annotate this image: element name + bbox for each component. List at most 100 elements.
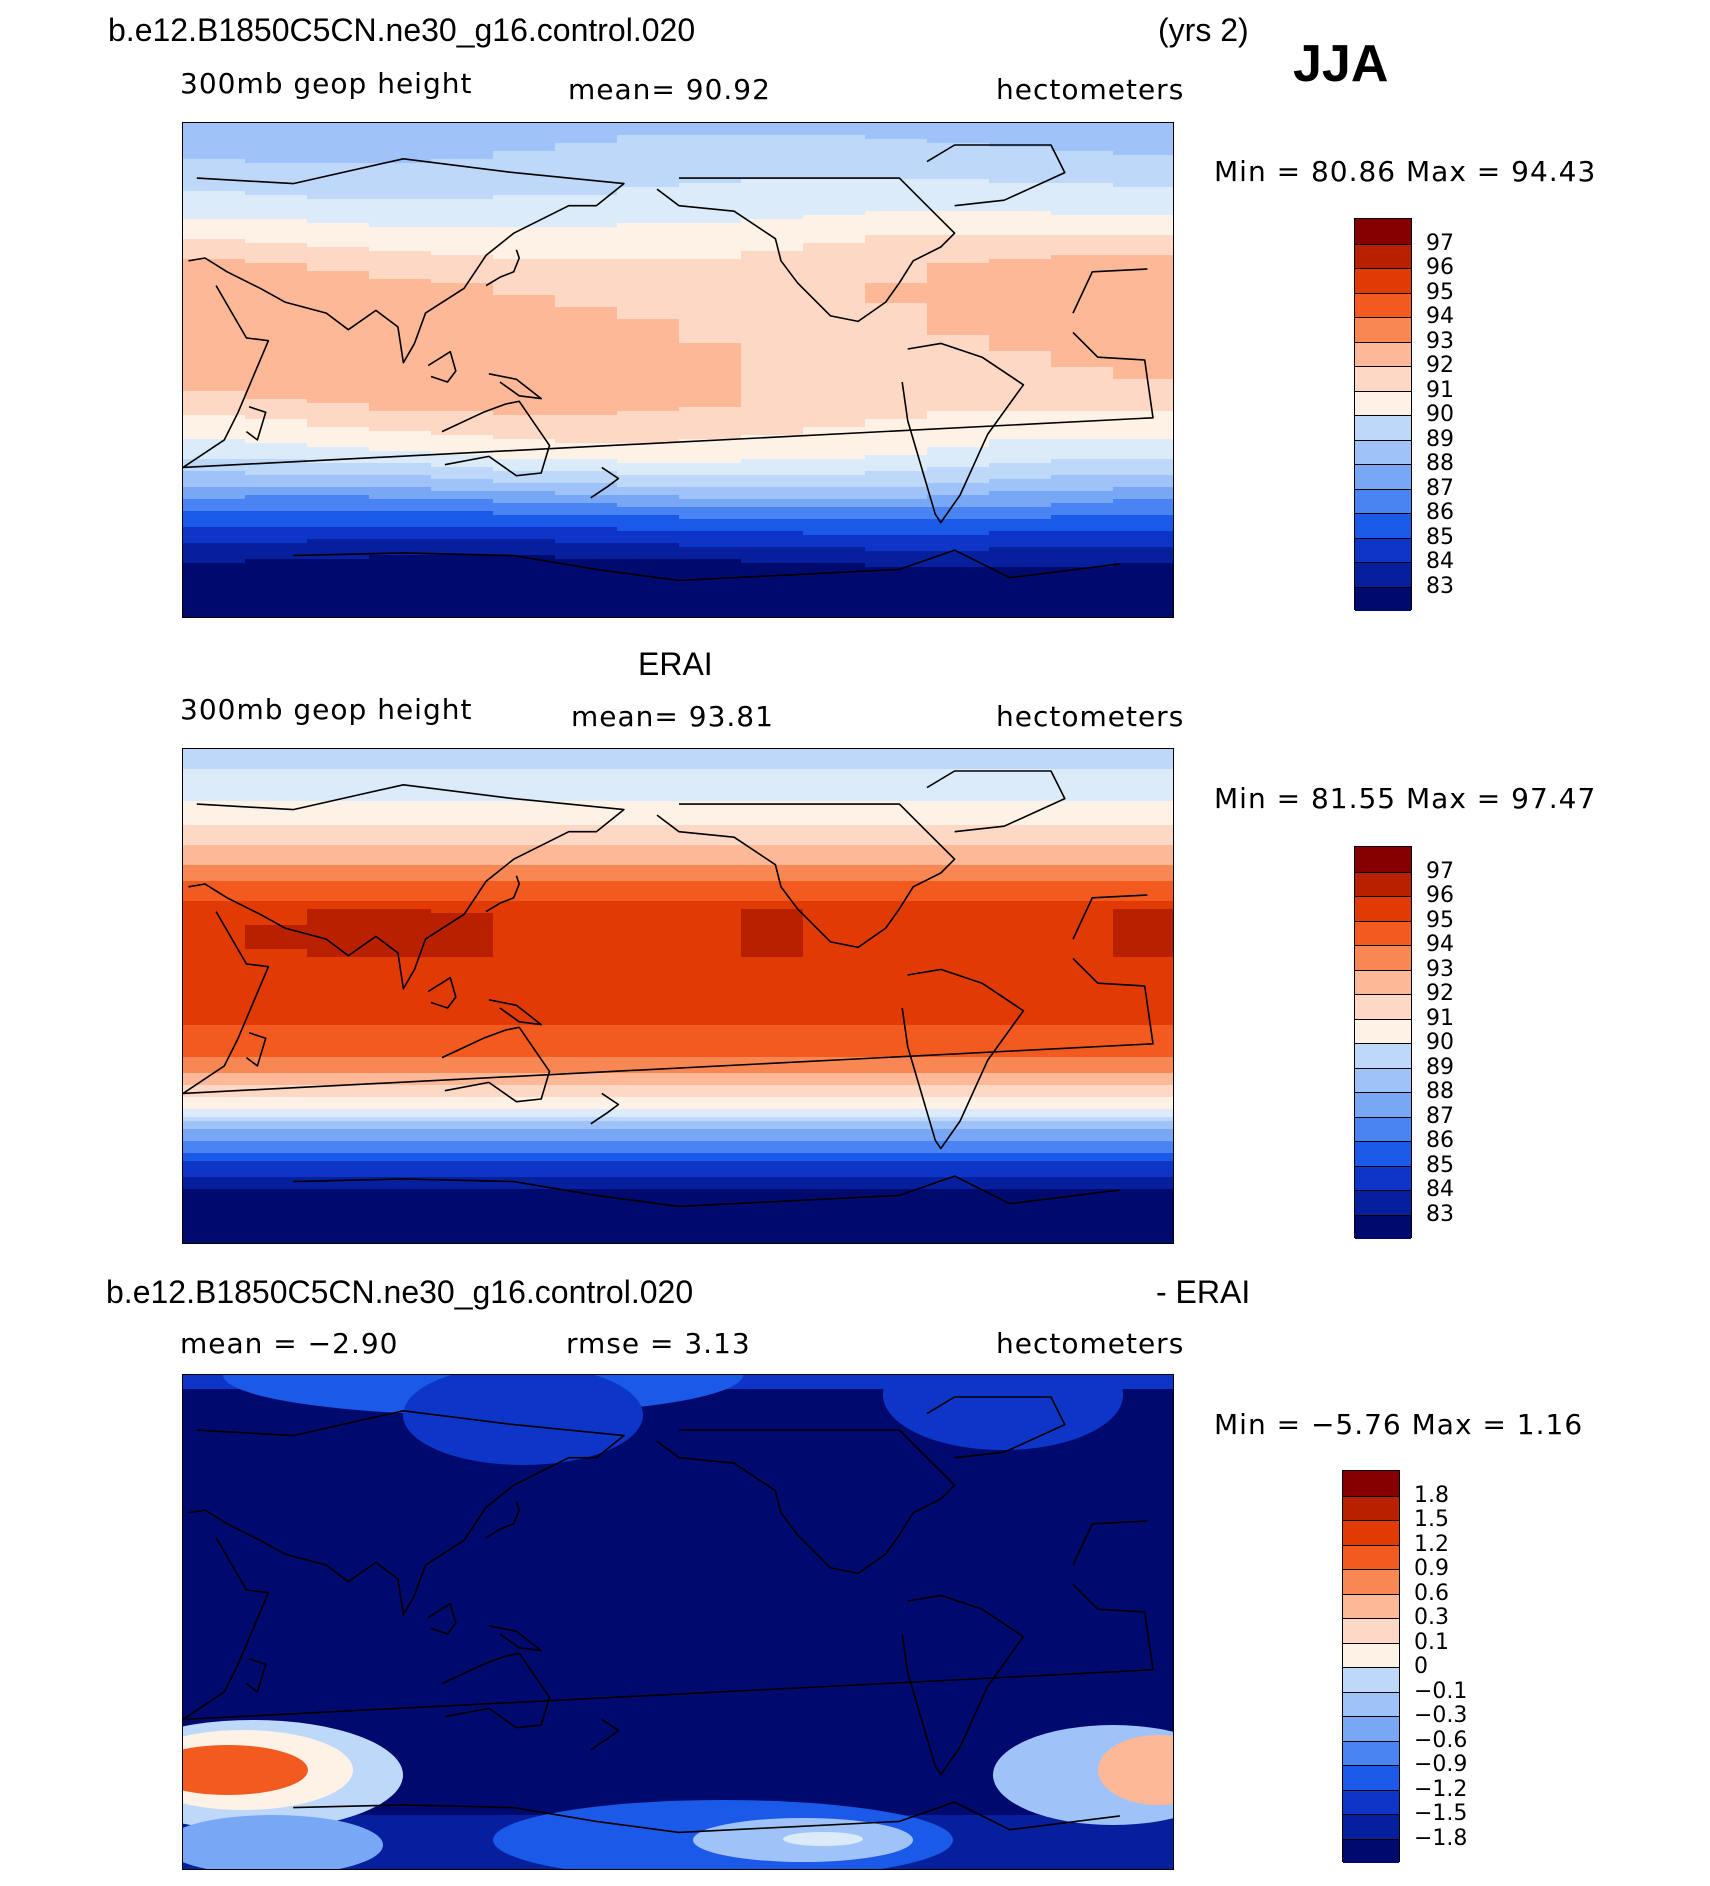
- contour-cell: [1113, 1101, 1173, 1106]
- contour-cell: [307, 567, 370, 572]
- contour-cell: [679, 551, 742, 556]
- colorbar-box: [1355, 268, 1411, 293]
- colorbar-tick-label: 1.2: [1414, 1531, 1449, 1557]
- contour-cell: [307, 1029, 370, 1034]
- contour-cell: [493, 905, 556, 910]
- contour-cell: [927, 881, 990, 886]
- colorbar-box: [1355, 390, 1411, 415]
- coastline: [901, 1594, 1025, 1776]
- coastline: [926, 1396, 1066, 1459]
- contour-cell: [989, 559, 1052, 564]
- contour-cell: [555, 171, 618, 176]
- contour-cell: [245, 407, 308, 412]
- contour-cell: [1051, 559, 1114, 564]
- contour-cell: [803, 1213, 866, 1218]
- contour-cell: [617, 1077, 680, 1082]
- colorbar-box: [1343, 1740, 1399, 1765]
- contour-cell: [431, 523, 494, 528]
- colorbar-tick-label: −1.2: [1414, 1776, 1468, 1802]
- contour-cell: [1051, 595, 1114, 600]
- contour-cell: [927, 749, 990, 754]
- contour-cell: [493, 1113, 556, 1118]
- contour-cell: [741, 163, 804, 168]
- contour-cell: [989, 917, 1052, 922]
- contour-cell: [1113, 1041, 1173, 1046]
- contour-cell: [555, 933, 618, 938]
- contour-cell: [245, 1145, 308, 1150]
- contour-cell: [493, 1137, 556, 1142]
- contour-cell: [431, 941, 494, 946]
- contour-cell: [1051, 753, 1114, 758]
- contour-cell: [1051, 885, 1114, 890]
- contour-cell: [493, 287, 556, 292]
- coastline: [901, 968, 1025, 1150]
- contour-cell: [865, 615, 928, 617]
- contour-cell: [369, 881, 432, 886]
- contour-cell: [989, 1045, 1052, 1050]
- contour-cell: [245, 1149, 308, 1154]
- contour-cell: [803, 1189, 866, 1194]
- colorbar-box: [1343, 1520, 1399, 1545]
- contour-cell: [307, 591, 370, 596]
- contour-cell: [369, 611, 432, 616]
- contour-cell: [803, 215, 866, 220]
- contour-cell: [369, 295, 432, 300]
- contour-cell: [431, 155, 494, 160]
- contour-cell: [245, 913, 308, 918]
- contour-cell: [493, 1117, 556, 1122]
- contour-cell: [1113, 271, 1173, 276]
- contour-cell: [183, 945, 246, 950]
- contour-cell: [493, 1061, 556, 1066]
- contour-cell: [741, 901, 804, 906]
- contour-cell: [431, 749, 494, 754]
- contour-cell: [1051, 583, 1114, 588]
- contour-cell: [493, 1177, 556, 1182]
- contour-cell: [1113, 945, 1173, 950]
- contour-cell: [679, 1177, 742, 1182]
- contour-cell: [617, 1113, 680, 1118]
- contour-cell: [245, 1061, 308, 1066]
- contour-cell: [927, 1229, 990, 1234]
- contour-cell: [1113, 603, 1173, 608]
- contour-cell: [741, 1073, 804, 1078]
- contour-cell: [1051, 973, 1114, 978]
- contour-cell: [803, 299, 866, 304]
- contour-cell: [865, 499, 928, 504]
- contour-cell: [679, 163, 742, 168]
- contour-cell: [679, 251, 742, 256]
- contour-cell: [183, 303, 246, 308]
- contour-cell: [555, 1113, 618, 1118]
- contour-cell: [865, 147, 928, 152]
- contour-cell: [679, 355, 742, 360]
- contour-cell: [245, 395, 308, 400]
- contour-cell: [989, 873, 1052, 878]
- contour-cell: [245, 925, 308, 930]
- contour-cell: [183, 1233, 246, 1238]
- contour-cell: [245, 487, 308, 492]
- contour-cell: [555, 997, 618, 1002]
- contour-cell: [493, 315, 556, 320]
- contour-cell: [741, 1109, 804, 1114]
- contour-cell: [369, 949, 432, 954]
- contour-cell: [307, 127, 370, 132]
- contour-cell: [741, 1057, 804, 1062]
- contour-cell: [555, 1101, 618, 1106]
- contour-cell: [369, 873, 432, 878]
- contour-cell: [927, 877, 990, 882]
- contour-cell: [803, 611, 866, 616]
- contour-cell: [245, 1113, 308, 1118]
- colorbar-tick-label: 94: [1426, 304, 1454, 329]
- contour-cell: [369, 925, 432, 930]
- contour-cell: [307, 151, 370, 156]
- contour-cell: [369, 945, 432, 950]
- contour-cell: [1051, 777, 1114, 782]
- contour-cell: [927, 387, 990, 392]
- contour-cell: [865, 271, 928, 276]
- contour-cell: [1113, 753, 1173, 758]
- contour-cell: [803, 765, 866, 770]
- contour-cell: [741, 295, 804, 300]
- contour-cell: [989, 531, 1052, 536]
- contour-cell: [431, 507, 494, 512]
- contour-cell: [245, 199, 308, 204]
- contour-cell: [1051, 531, 1114, 536]
